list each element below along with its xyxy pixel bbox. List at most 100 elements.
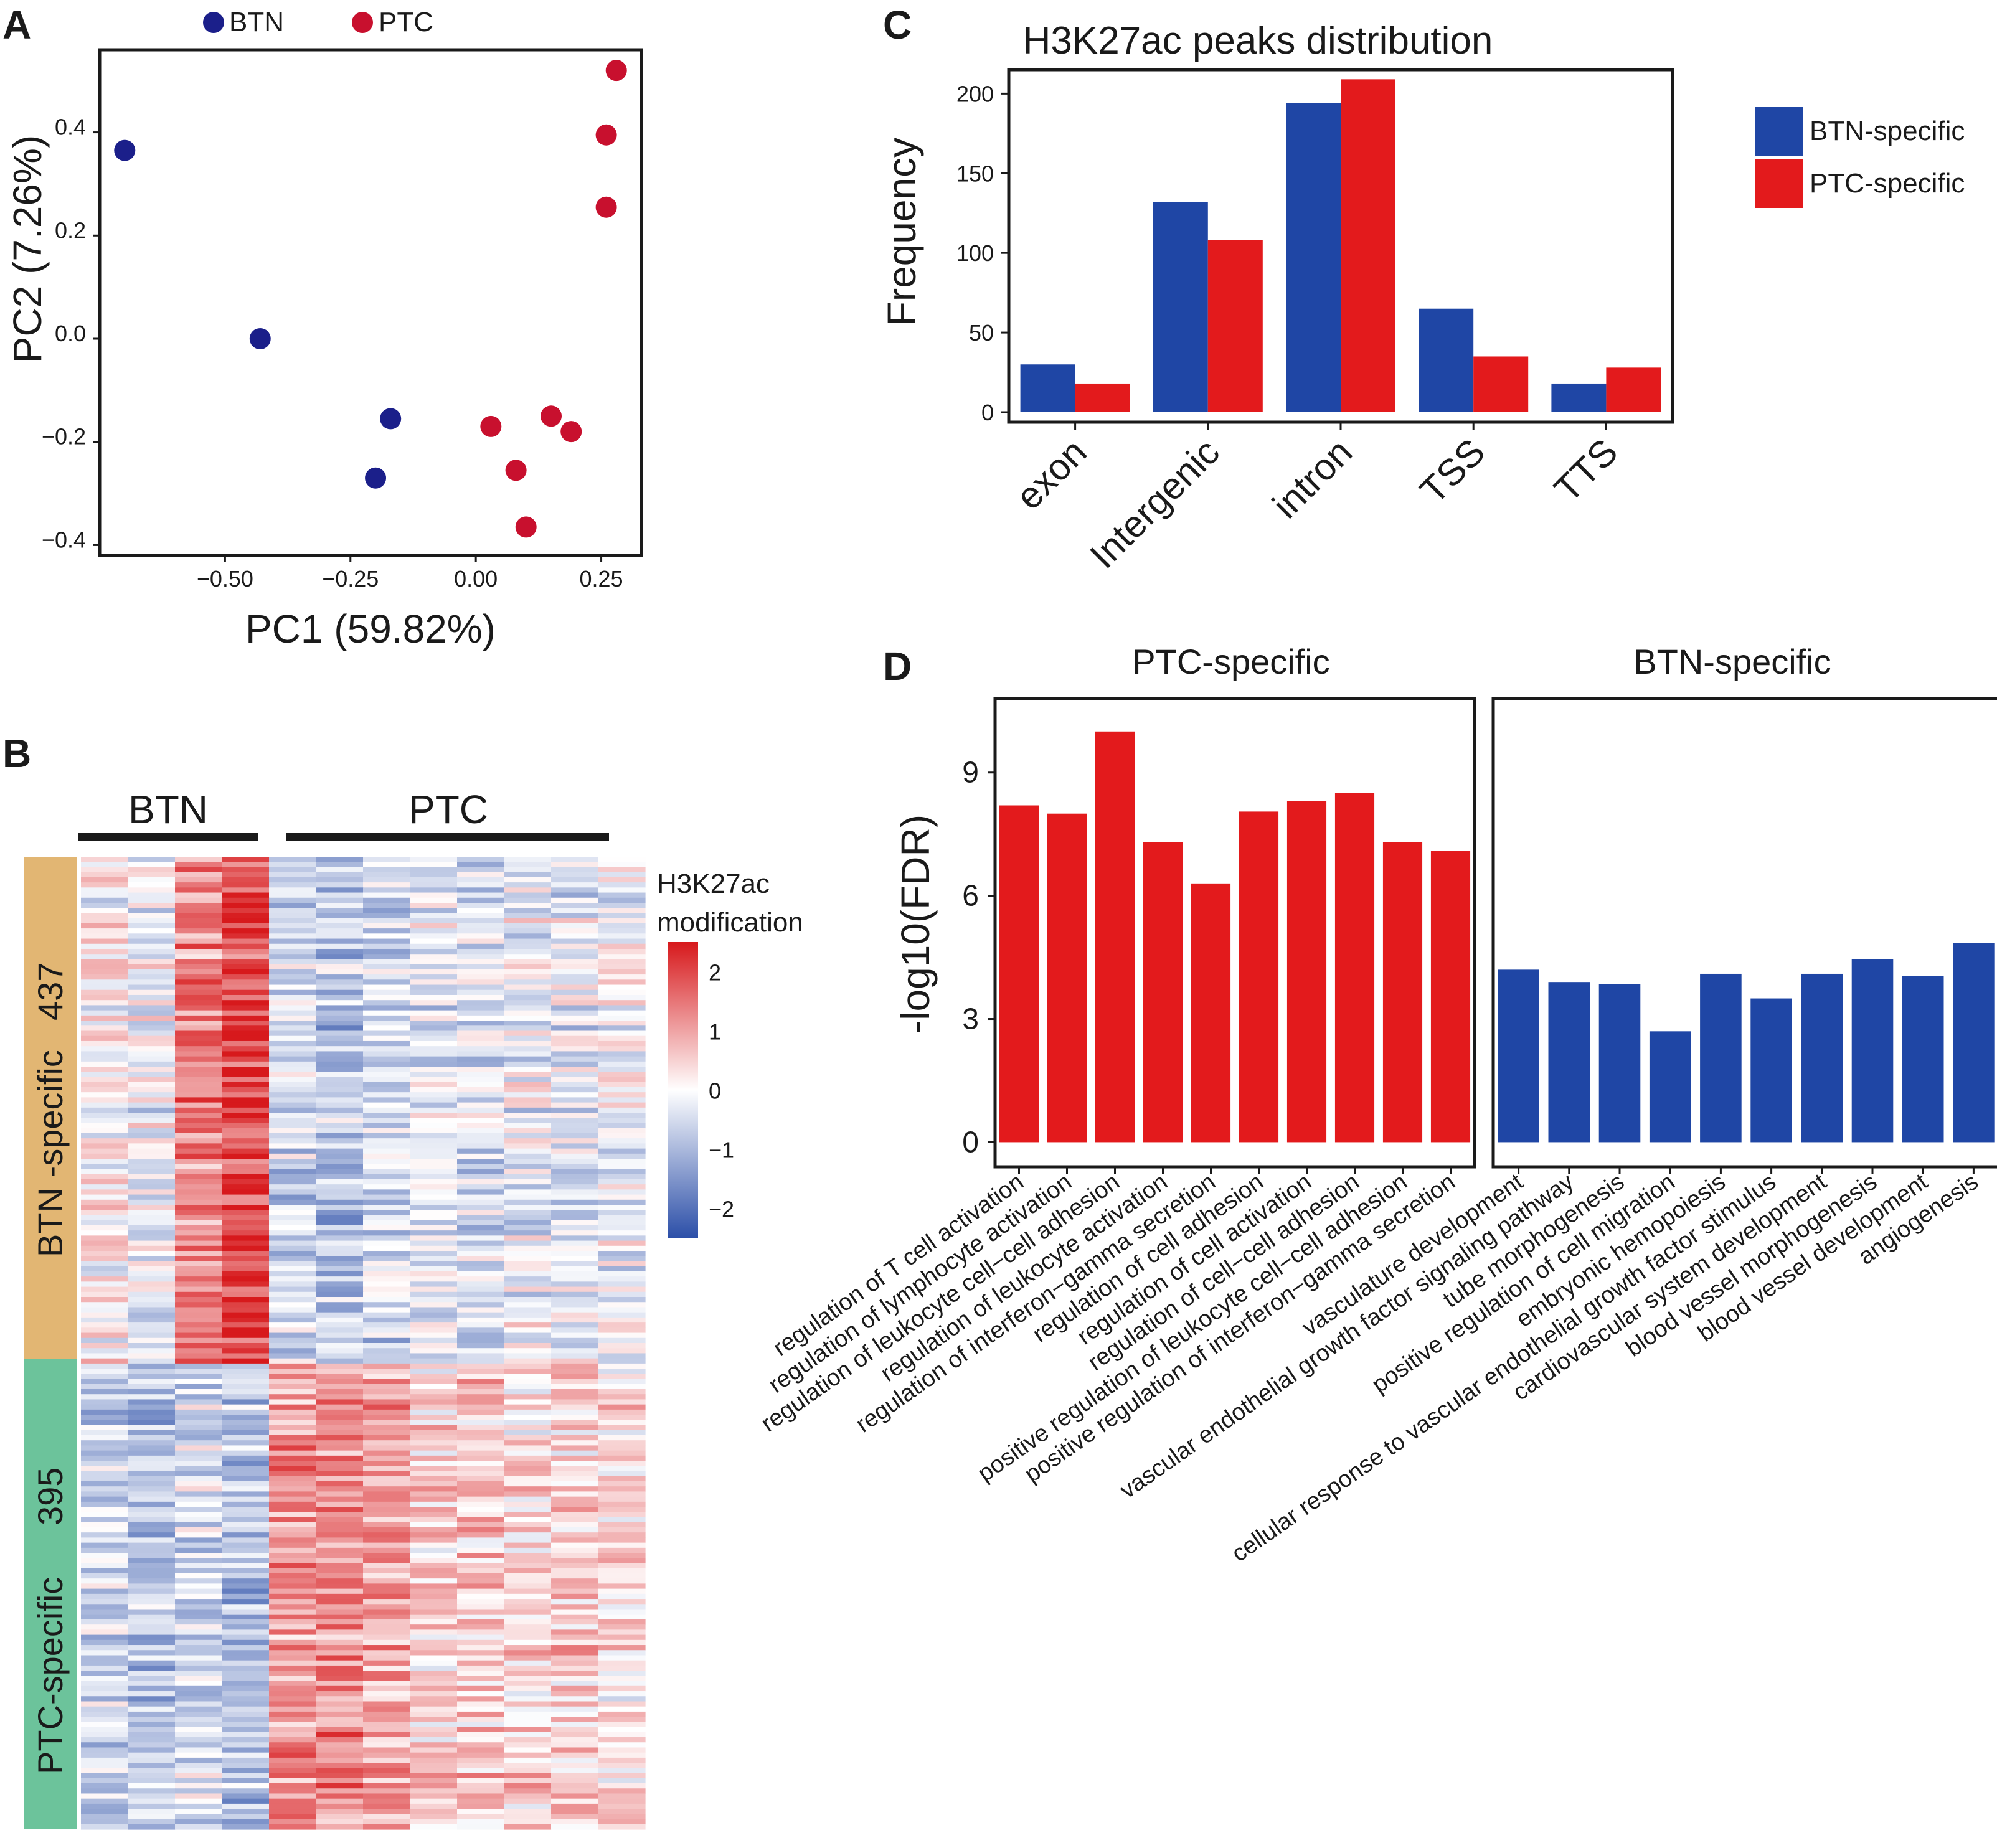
heatmap-cell bbox=[269, 943, 317, 950]
heatmap-cell bbox=[128, 877, 176, 883]
heatmap-cell bbox=[551, 1634, 599, 1641]
heatmap-cell bbox=[316, 959, 364, 965]
heatmap-cell bbox=[316, 1420, 364, 1426]
heatmap-cell bbox=[410, 1240, 458, 1247]
heatmap-cell bbox=[269, 1599, 317, 1605]
heatmap-cell bbox=[504, 1507, 552, 1512]
heatmap-cell bbox=[363, 1629, 411, 1636]
heatmap-cell bbox=[504, 1696, 552, 1702]
heatmap-cell bbox=[598, 1113, 646, 1118]
heatmap-cell bbox=[363, 1722, 411, 1728]
heatmap-cell bbox=[457, 1317, 505, 1323]
heatmap-cell bbox=[457, 897, 505, 903]
heatmap-cell bbox=[222, 1522, 270, 1528]
heatmap-cell bbox=[175, 1717, 223, 1722]
heatmap-cell bbox=[551, 1030, 599, 1037]
heatmap-cell bbox=[457, 1153, 505, 1159]
heatmap-cell bbox=[457, 1466, 505, 1472]
heatmap-cell bbox=[457, 959, 505, 965]
heatmap-cell bbox=[175, 1773, 223, 1779]
heatmap-cell bbox=[363, 938, 411, 945]
heatmap-cell bbox=[457, 1322, 505, 1328]
heatmap-cell bbox=[410, 1251, 458, 1256]
heatmap-cell bbox=[598, 1035, 646, 1042]
heatmap-cell bbox=[457, 1701, 505, 1707]
heatmap-cell bbox=[316, 1159, 364, 1164]
heatmap-cell bbox=[269, 1619, 317, 1625]
heatmap-cell bbox=[222, 1379, 270, 1385]
heatmap-cell bbox=[222, 1466, 270, 1472]
heatmap-cell bbox=[504, 1752, 552, 1758]
heatmap-cell bbox=[316, 1711, 364, 1717]
heatmap-cell bbox=[457, 1547, 505, 1553]
heatmap-cell bbox=[175, 857, 223, 862]
bar-chart-y-axis-label: Frequency bbox=[879, 138, 924, 326]
heatmap-cell bbox=[504, 1819, 552, 1825]
heatmap-cell bbox=[598, 984, 646, 991]
heatmap-cell bbox=[175, 1159, 223, 1164]
heatmap-cell bbox=[316, 1343, 364, 1349]
heatmap-cell bbox=[363, 1665, 411, 1671]
heatmap-cell bbox=[598, 882, 646, 888]
heatmap-cell bbox=[504, 1087, 552, 1093]
heatmap-cell bbox=[128, 1425, 176, 1431]
heatmap-cell bbox=[316, 1440, 364, 1446]
heatmap-cell bbox=[363, 892, 411, 898]
heatmap-cell bbox=[504, 1159, 552, 1164]
heatmap-cell bbox=[269, 1629, 317, 1636]
bar-chart-title: H3K27ac peaks distribution bbox=[1023, 19, 1493, 62]
heatmap-cell bbox=[81, 1609, 129, 1615]
heatmap-cell bbox=[504, 1353, 552, 1359]
heatmap-cell bbox=[316, 1578, 364, 1584]
heatmap-cell bbox=[81, 1676, 129, 1682]
heatmap-cell bbox=[316, 1691, 364, 1697]
heatmap-cell bbox=[128, 1276, 176, 1282]
heatmap-cell bbox=[598, 1337, 646, 1344]
heatmap-cell bbox=[269, 1671, 317, 1676]
heatmap-cell bbox=[598, 1757, 646, 1763]
heatmap-cell bbox=[551, 1046, 599, 1052]
heatmap-cell bbox=[551, 1291, 599, 1298]
heatmap-cell bbox=[81, 1624, 129, 1630]
heatmap-cell bbox=[504, 1814, 552, 1820]
heatmap-cell bbox=[551, 862, 599, 868]
heatmap-cell bbox=[410, 872, 458, 878]
heatmap-cell bbox=[269, 1491, 317, 1497]
heatmap-cell bbox=[598, 1507, 646, 1512]
heatmap-cell bbox=[316, 1604, 364, 1610]
heatmap-cell bbox=[504, 1128, 552, 1134]
heatmap-cell bbox=[457, 1665, 505, 1671]
heatmap-cell bbox=[316, 1281, 364, 1288]
heatmap-cell bbox=[598, 1245, 646, 1252]
heatmap-cell bbox=[504, 1568, 552, 1574]
heatmap-cell bbox=[128, 1384, 176, 1390]
heatmap-cell bbox=[222, 1409, 270, 1415]
heatmap-group-bar-btn bbox=[78, 833, 258, 841]
heatmap-cell bbox=[598, 1271, 646, 1277]
heatmap-cell bbox=[222, 1174, 270, 1180]
heatmap-cell bbox=[457, 1671, 505, 1676]
heatmap-cell bbox=[128, 1097, 176, 1103]
bar-y-tick-label: 150 bbox=[956, 161, 994, 186]
heatmap-cell bbox=[598, 1604, 646, 1610]
heatmap-cell bbox=[269, 1225, 317, 1231]
heatmap-cell bbox=[551, 1286, 599, 1293]
heatmap-cell bbox=[410, 1097, 458, 1103]
heatmap-cell bbox=[504, 1384, 552, 1390]
heatmap-cell bbox=[457, 1809, 505, 1814]
heatmap-cell bbox=[222, 1005, 270, 1011]
bar-ptc-specific-intron bbox=[1341, 79, 1395, 413]
heatmap-cell bbox=[175, 1466, 223, 1472]
heatmap-cell bbox=[598, 1394, 646, 1400]
heatmap-cell bbox=[598, 1676, 646, 1682]
heatmap-cell bbox=[410, 1624, 458, 1630]
go-bar-btn bbox=[1750, 998, 1792, 1143]
heatmap-cell bbox=[551, 1297, 599, 1303]
heatmap-cell bbox=[222, 1107, 270, 1113]
heatmap-cell bbox=[175, 1676, 223, 1682]
heatmap-cell bbox=[269, 938, 317, 945]
heatmap-cell bbox=[551, 1819, 599, 1825]
heatmap-cell bbox=[598, 1691, 646, 1697]
heatmap-cell bbox=[410, 1522, 458, 1528]
heatmap-cell bbox=[222, 1312, 270, 1318]
